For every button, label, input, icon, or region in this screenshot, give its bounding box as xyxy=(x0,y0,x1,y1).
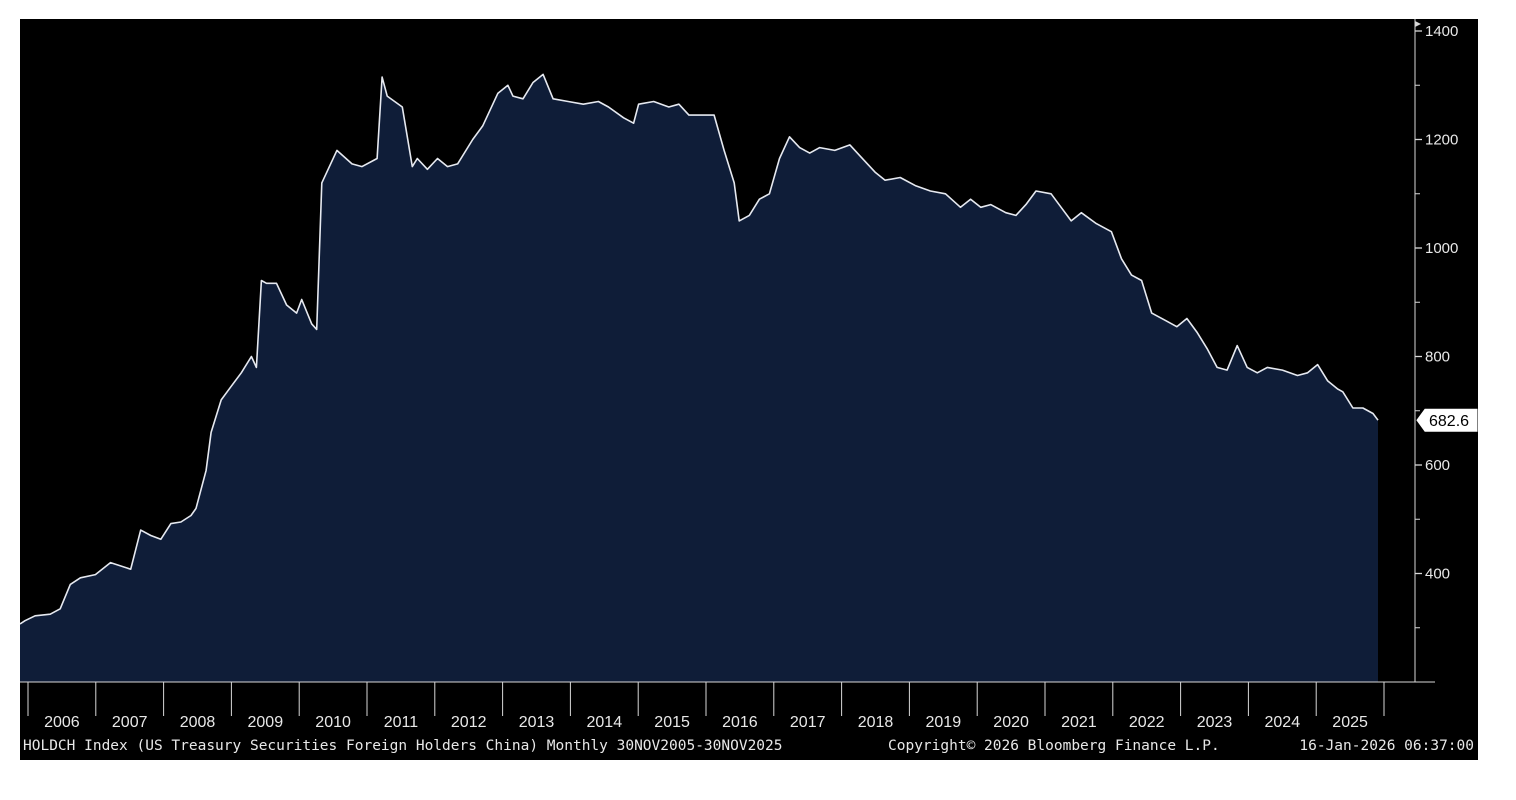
x-tick-label: 2024 xyxy=(1265,714,1301,731)
x-tick-label: 2015 xyxy=(654,714,690,731)
x-tick-label: 2008 xyxy=(180,714,216,731)
footer-copyright: Copyright© 2026 Bloomberg Finance L.P. xyxy=(888,738,1220,754)
x-tick-label: 2009 xyxy=(248,714,284,731)
x-tick-label: 2013 xyxy=(519,714,555,731)
y-tick-label: 1400 xyxy=(1425,23,1458,40)
y-tick-label: 800 xyxy=(1425,349,1450,366)
x-tick-label: 2017 xyxy=(790,714,826,731)
x-tick-label: 2016 xyxy=(722,714,758,731)
last-value-layer: 682.6 xyxy=(1416,408,1478,432)
footer-description: HOLDCH Index (US Treasury Securities For… xyxy=(23,738,783,754)
x-tick-label: 2010 xyxy=(315,714,351,731)
x-tick-label: 2022 xyxy=(1129,714,1165,731)
x-tick-label: 2007 xyxy=(112,714,148,731)
series-area xyxy=(20,74,1378,682)
y-axis: 1400 1200 1000 800 600 400 xyxy=(1414,19,1458,682)
series-line xyxy=(20,73,1379,625)
footer-timestamp: 16-Jan-2026 06:37:00 xyxy=(1299,738,1474,754)
chart-panel: 1400 1200 1000 800 600 400 2006 2007 2008 2009 20… xyxy=(20,19,1478,760)
x-tick-label: 2014 xyxy=(587,714,623,731)
y-tick-label: 400 xyxy=(1425,566,1450,583)
plot-layer xyxy=(20,73,1379,682)
x-tick-label: 2018 xyxy=(858,714,894,731)
x-axis: 2006 2007 2008 2009 2010 2011 2012 2013 2014 2015… xyxy=(20,681,1435,731)
x-tick-label: 2019 xyxy=(926,714,962,731)
last-value-flag xyxy=(1416,408,1478,432)
chart-footer: HOLDCH Index (US Treasury Securities For… xyxy=(20,736,1478,760)
y-tick-label: 1000 xyxy=(1425,240,1458,257)
last-value-label: 682.6 xyxy=(1429,413,1469,430)
x-tick-label: 2023 xyxy=(1197,714,1233,731)
x-tick-label: 2011 xyxy=(384,714,419,731)
x-tick-label: 2021 xyxy=(1061,714,1097,731)
x-tick-label: 2020 xyxy=(993,714,1029,731)
x-tick-label: 2006 xyxy=(44,714,80,731)
x-tick-label: 2025 xyxy=(1332,714,1368,731)
x-tick-label: 2012 xyxy=(451,714,487,731)
y-tick-label: 600 xyxy=(1425,457,1450,474)
y-tick-label: 1200 xyxy=(1425,132,1458,149)
y-axis-arrow xyxy=(1415,21,1421,27)
